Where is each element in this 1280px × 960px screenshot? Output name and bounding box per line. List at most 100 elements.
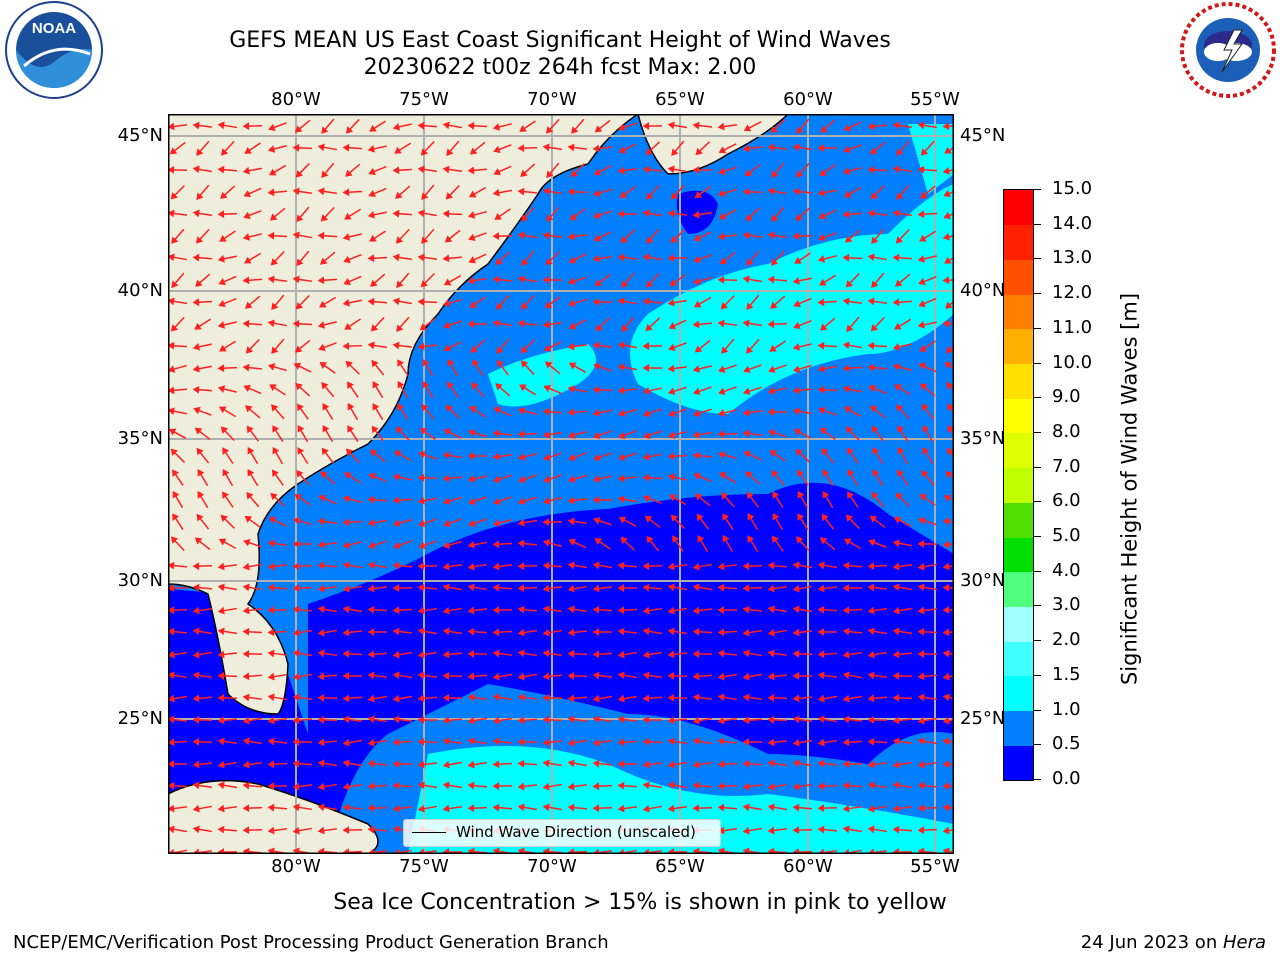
wind-arrow-head [567,342,575,351]
wind-arrow-head [692,627,700,636]
wind-arrow-head [742,738,750,746]
wind-arrow-head [172,490,180,499]
wind-arrow-head [942,693,950,702]
wind-arrow-head [942,606,950,614]
wind-arrow-head [567,232,575,241]
wind-arrow-head [667,693,675,702]
wind-arrow-head [271,302,279,310]
wind-arrow-head [195,279,203,287]
wind-arrow-head [767,759,775,768]
wind-arrow-head [392,694,400,703]
wind-arrow-head [442,299,451,307]
wind-arrow-head [667,781,675,790]
wind-arrow-head [394,146,402,154]
wind-arrow-head [192,121,200,130]
wind-arrow-head [171,280,179,288]
wind-arrow-head [317,561,325,570]
wind-arrow-head [292,275,300,284]
wind-arrow-head [946,382,954,390]
wind-arrow-head [168,738,175,747]
wind-arrow-head [421,236,429,244]
wind-arrow-head [444,235,453,243]
wind-arrow-head [192,343,200,351]
wind-arrow-head [467,320,475,328]
wind-arrow-head [322,424,330,433]
wind-arrow-head [492,782,500,790]
wind-arrow-head [467,627,475,636]
wind-arrow-head [271,404,279,412]
wind-arrow-head [417,209,425,218]
wind-arrow-head [767,782,775,791]
wind-arrow-head [295,382,303,391]
wind-arrow-head [667,562,675,571]
wind-arrow-head [842,253,850,262]
wind-arrow-head [517,407,526,415]
wind-arrow-head [417,804,425,813]
wind-arrow-head [645,147,653,156]
nws-logo-icon [1178,0,1278,100]
wind-arrow-head [244,146,252,154]
wind-arrow-head [442,671,450,680]
wind-arrow-head [392,297,400,306]
wind-arrow-head [742,672,750,681]
wind-arrow-head [894,384,902,392]
wind-arrow-head [294,125,303,133]
wind-arrow-head [367,715,375,724]
wind-arrow-head [567,431,576,439]
wind-arrow-head [269,213,278,221]
wind-arrow-head [842,825,850,834]
wind-arrow-head [267,562,275,571]
wind-arrow-head [717,826,725,835]
wind-arrow-head [869,515,878,523]
wind-arrow-head [667,452,675,461]
wind-arrow-head [369,124,377,132]
wind-arrow-head [592,738,600,747]
wind-arrow-head [492,716,500,725]
wind-arrow-head [492,737,500,746]
noaa-logo-icon: NOAA [4,0,104,100]
wind-arrow-head [867,583,875,592]
wind-arrow-head [642,650,650,659]
wind-arrow-head [242,562,250,571]
colorbar-segment [1004,398,1033,434]
wind-arrow-head [917,826,925,835]
wind-arrow-head [943,189,951,198]
wind-arrow-head [844,235,853,243]
wind-arrow-head [317,143,325,152]
wind-arrow-head [892,606,900,615]
wind-arrow-head [595,323,603,332]
wind-arrow-head [192,781,200,790]
wind-arrow-head [442,737,450,746]
wind-arrow-head [417,671,425,680]
wind-arrow-head [897,469,904,477]
wind-arrow-head [446,148,454,156]
colorbar-segment [1004,745,1033,780]
colorbar-tick-label: 13.0 [1052,247,1093,269]
wind-arrow-head [717,583,725,592]
lat-label-right: 30°N [960,570,1006,591]
wind-arrow-head [668,343,676,352]
wind-arrow-head [717,409,726,417]
wind-arrow-head [342,672,350,680]
wind-arrow-head [168,781,175,790]
wind-arrow-head [592,385,600,394]
wind-arrow-head [946,447,954,456]
wind-arrow-head [520,360,529,368]
wind-arrow-head [767,320,775,329]
wind-arrow-head [194,322,202,330]
colorbar-tick-mark [1034,327,1041,329]
wind-arrow-head [417,627,425,636]
colorbar-tick-mark [1034,709,1041,711]
wind-arrow-head [345,448,354,456]
wind-arrow-head [392,825,400,834]
wind-arrow-head [769,450,777,457]
wind-arrow-head [792,276,800,285]
wind-arrow-head [792,628,800,637]
wind-arrow-head [367,628,375,636]
wind-arrow-head [695,147,703,156]
wind-arrow-head [267,693,275,702]
wind-arrow-head [745,471,753,479]
wind-arrow-head [743,387,751,395]
wind-arrow-head [817,782,825,791]
wind-arrow-head [196,148,204,156]
